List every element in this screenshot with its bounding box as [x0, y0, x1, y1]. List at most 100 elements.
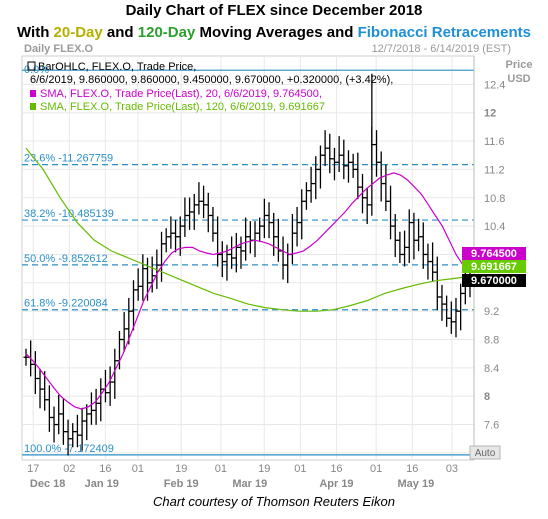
- ohlc-bar: [205, 192, 211, 233]
- subtitle-part: With: [17, 24, 54, 41]
- ohlc-bar: [121, 312, 127, 352]
- ohlc-bar: [434, 256, 440, 311]
- ohlc-bar: [163, 228, 169, 253]
- ohlc-bar: [420, 222, 426, 269]
- x-tick-label: 01: [370, 463, 382, 475]
- ohlc-bar: [271, 212, 277, 256]
- x-axis: 17 02 16 01 19 01 19 01 16 01 16 03 Dec 18 Jan 19 Feb …: [27, 463, 458, 490]
- ohlc-bar: [46, 385, 52, 432]
- ohlc-bar: [303, 182, 309, 210]
- ohlc-bar: [383, 164, 389, 211]
- ohlc-bar: [378, 151, 384, 202]
- ohlc-bar: [140, 254, 146, 301]
- ohlc-bar: [65, 419, 71, 456]
- ohlc-bar: [341, 139, 347, 180]
- y-tick-label: 11.6: [484, 136, 505, 148]
- ohlc-bar: [56, 394, 62, 435]
- x-tick-label: 17: [27, 463, 39, 475]
- sma120-line: [25, 147, 471, 312]
- fib-label: 23.6% -11.267759: [24, 153, 113, 165]
- ohlc-bar: [439, 284, 445, 321]
- ohlc-bar: [397, 231, 403, 263]
- ohlc-bar: [168, 216, 174, 249]
- fib-label: 100.0% -7.172409: [24, 443, 114, 455]
- price-tag-text: 9.670000: [471, 275, 517, 287]
- ohlc-bar: [130, 280, 136, 331]
- ohlc-bar: [229, 236, 235, 269]
- ohlc-bar: [336, 136, 342, 173]
- y-tick-label: 8.8: [484, 335, 499, 347]
- subtitle-part: Moving Averages and: [195, 24, 358, 41]
- ohlc-bar: [257, 217, 263, 242]
- auto-button[interactable]: Auto: [469, 445, 501, 460]
- ohlc-bar: [42, 371, 48, 411]
- price-tag-text: 9.764500: [471, 248, 517, 260]
- y-tick-label: 7.6: [484, 420, 499, 432]
- subtitle-part: Fibonacci Retracements: [357, 24, 531, 41]
- x-tick-label: 19: [175, 463, 187, 475]
- ohlc-bar: [458, 283, 464, 331]
- date-range-label: 12/7/2018 - 6/14/2019 (EST): [372, 43, 511, 55]
- x-tick-label: 16: [99, 463, 111, 475]
- fib-lines: 0.0% 23.6% -11.267759 38.2% -10.485139 50.0…: [22, 64, 474, 456]
- legend-sma120-icon: [30, 103, 36, 110]
- x-month-label: Apr 19: [319, 478, 353, 490]
- sma20-line: [25, 172, 471, 410]
- ohlc-bar: [317, 145, 323, 189]
- ohlc-bar: [425, 243, 431, 280]
- legend: BarOHLC, FLEX.O, Trade Price, 6/6/2019, …: [27, 61, 393, 113]
- fib-label: 50.0% -9.852612: [24, 253, 108, 265]
- x-tick-label: 16: [330, 463, 342, 475]
- ohlc-bar: [215, 216, 221, 267]
- ohlc-bar: [322, 130, 328, 167]
- chart-title: Daily Chart of FLEX since December 2018: [125, 2, 423, 19]
- y-tick-label: 12.4: [484, 79, 505, 91]
- fib-label: 38.2% -10.485139: [24, 208, 114, 220]
- ohlc-bar: [238, 236, 244, 269]
- price-tag: 9.691667: [462, 260, 526, 273]
- x-month-label: Feb 19: [164, 478, 199, 490]
- ohlc-bar: [331, 147, 337, 181]
- ohlc-bar: [350, 153, 356, 178]
- x-month-label: May 19: [398, 478, 435, 490]
- ohlc-bar: [23, 348, 29, 366]
- ohlc-bar: [308, 166, 314, 203]
- x-tick-label: 03: [446, 463, 458, 475]
- ohlc-bar: [219, 241, 225, 278]
- y-tick-label: 8: [484, 391, 490, 403]
- ohlc-bar: [51, 406, 57, 443]
- ohlc-bar: [430, 242, 436, 282]
- ohlc-bar: [402, 230, 408, 267]
- ohlc-bar: [98, 378, 104, 422]
- ohlc-bar: [243, 217, 249, 261]
- ohlc-bar: [233, 232, 239, 273]
- ohlc-bar: [135, 268, 141, 301]
- ohlc-bar: [266, 202, 272, 239]
- legend-ohlc-line1: BarOHLC, FLEX.O, Trade Price,: [38, 61, 196, 73]
- y-tick-label: 11.2: [484, 164, 505, 176]
- ohlc-bar: [345, 150, 351, 183]
- ohlc-bar: [70, 423, 76, 448]
- ohlc-bar: [313, 156, 319, 200]
- ohlc-bar: [444, 295, 450, 327]
- ohlc-bar: [112, 348, 118, 399]
- price-tag-text: 9.691667: [471, 261, 517, 273]
- currency-axis-label: USD: [507, 73, 530, 85]
- y-tick-label: 8.4: [484, 363, 499, 375]
- x-tick-label: 16: [406, 463, 418, 475]
- ohlc-bar: [453, 297, 459, 338]
- ohlc-bar: [294, 206, 300, 247]
- y-axis: 7.27.688.48.89.29.61010.410.811.211.6121…: [473, 56, 505, 460]
- ohlc-bar: [201, 185, 207, 219]
- price-tag: 9.670000: [462, 274, 526, 287]
- ohlc-bar: [299, 189, 305, 240]
- svg-text:Auto: Auto: [475, 448, 496, 459]
- ohlc-bar: [416, 218, 422, 252]
- x-month-label: Jan 19: [85, 478, 119, 490]
- legend-ohlc-line2: 6/6/2019, 9.860000, 9.860000, 9.450000, …: [30, 74, 393, 86]
- price-tag: 9.764500: [462, 247, 526, 260]
- y-tick-label: 10.8: [484, 193, 505, 205]
- ohlc-bar: [406, 209, 412, 263]
- ohlc-bar: [74, 414, 80, 448]
